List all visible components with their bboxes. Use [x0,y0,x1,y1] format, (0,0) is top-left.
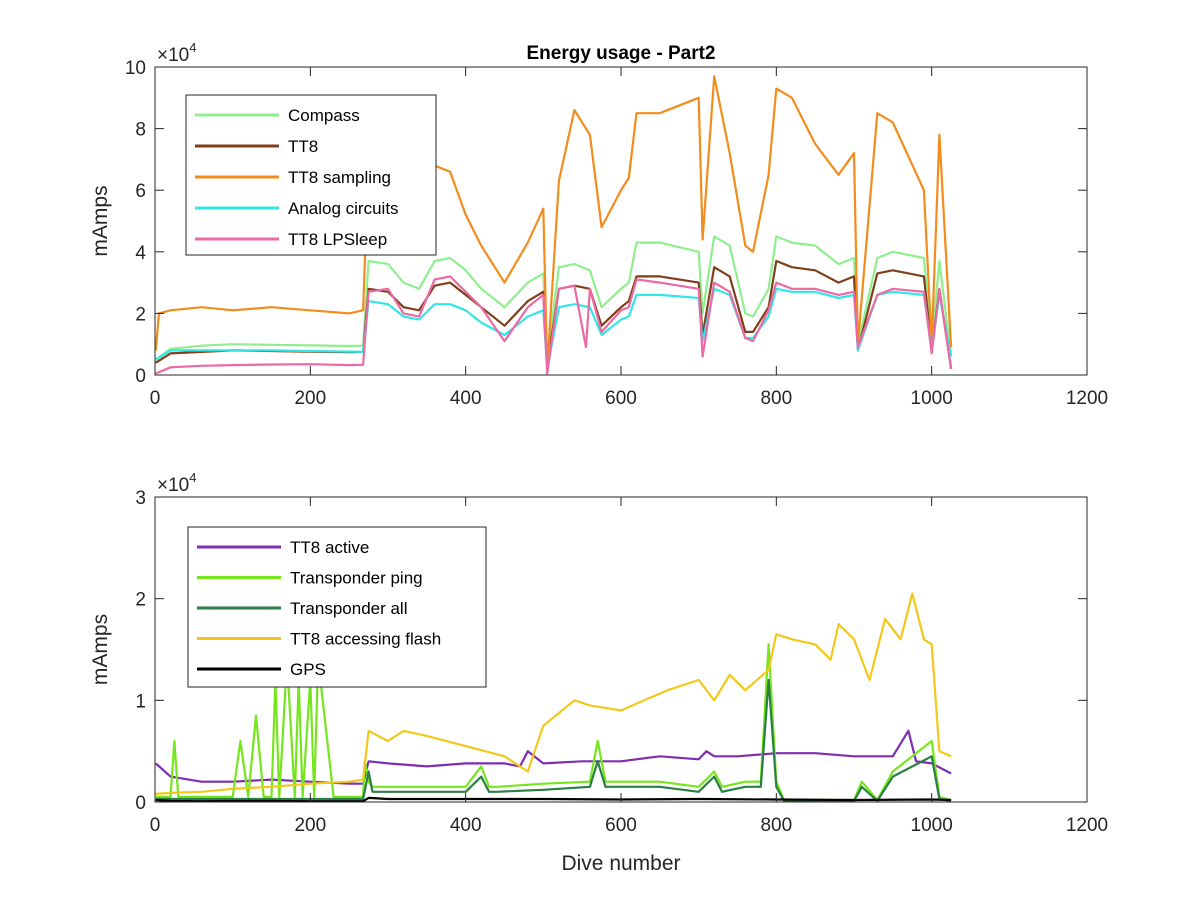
y-tick-label: 8 [135,120,146,141]
x-tick-label: 1200 [1066,388,1108,409]
x-tick-label: 200 [294,388,326,409]
top-chart: 0 200 400 600 800 1000 12000246810×104mAmpsEne… [89,40,1108,409]
y-tick-label: 1 [135,691,146,712]
series-line-tt8-accessing-flash [155,592,952,795]
y-multiplier: ×104 [157,40,196,66]
bottom-chart: 0 200 400 600 800 1000 1200 0 1 2 3 ×104 mAmps Dive n… [89,470,1108,875]
y-axis-label: mAmps [89,185,112,256]
y-multiplier-exponent: 4 [189,40,196,55]
x-tick-label: 600 [605,815,637,836]
legend-label: TT8 sampling [288,168,391,187]
y-tick-label: 2 [135,590,146,611]
x-tick-label: 800 [760,815,792,836]
x-tick-label: 600 [605,388,637,409]
legend-label: Transponder ping [290,569,423,588]
legend-label: TT8 LPSleep [288,230,387,249]
y-tick-label: 3 [135,488,146,509]
legend: TT8 active Transponder ping Transponder al… [187,526,487,688]
y-multiplier-exponent: 4 [189,470,196,485]
legend-label: Transponder all [290,599,408,618]
y-tick-label: 0 [135,366,146,387]
series-line-compass [155,235,953,361]
chart-title: Energy usage - Part2 [526,43,715,64]
x-tick-label: 0 [150,388,161,409]
y-tick-label: 0 [135,793,146,814]
series-line-transponder-ping [155,643,952,802]
x-tick-label: 1200 [1066,815,1108,836]
x-tick-label: 1000 [911,388,953,409]
series-group [155,75,953,375]
x-tick-label: 200 [294,815,326,836]
series-line-gps [155,796,952,802]
y-tick-label: 6 [135,181,146,202]
series-line-tt8-active [155,729,952,785]
y-multiplier-base: ×10 [157,45,189,66]
legend-label: Compass [288,106,360,125]
series-line-tt8-sampling [155,75,953,370]
legend-label: TT8 active [290,538,369,557]
legend-label: Analog circuits [288,199,399,218]
y-multiplier-base: ×10 [157,475,189,496]
legend-box [185,94,437,256]
x-tick-label: 400 [450,388,482,409]
series-line-tt8-lpsleep [155,275,953,375]
series-group [155,592,952,802]
y-tick-label: 2 [135,304,146,325]
x-axis-label: Dive number [561,852,680,875]
y-tick-label: 4 [135,243,146,264]
x-tick-label: 0 [150,815,161,836]
legend-label: TT8 [288,137,318,156]
y-axis-label: mAmps [89,614,112,685]
y-multiplier: ×104 [157,470,196,496]
x-tick-label: 800 [760,388,792,409]
legend-label: TT8 accessing flash [290,630,441,649]
legend: Compass TT8 TT8 sampling Analog circuits TT8… [185,94,437,256]
x-tick-label: 1000 [911,815,953,836]
y-tick-label: 10 [125,58,146,79]
legend-label: GPS [290,660,326,679]
x-tick-label: 400 [450,815,482,836]
